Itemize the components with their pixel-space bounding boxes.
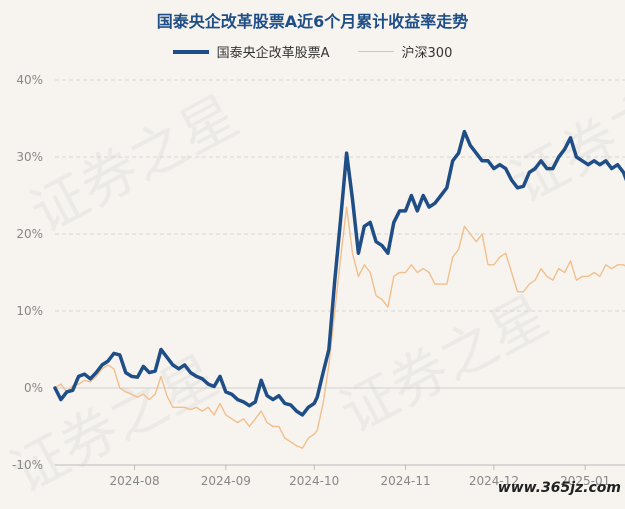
x-tick-label: 2024-09 (201, 474, 251, 488)
y-tick-label: 0% (24, 381, 43, 395)
x-tick-label: 2024-12 (469, 474, 519, 488)
legend-swatch-index (357, 50, 394, 53)
legend-item-fund[interactable]: 国泰央企改革股票A (172, 42, 330, 61)
y-tick-label: 10% (16, 304, 43, 318)
x-tick-label: 2025-01 (560, 474, 610, 488)
x-tick-label: 2024-10 (289, 474, 339, 488)
legend-item-index[interactable]: 沪深300 (357, 42, 453, 61)
chart-title: 国泰央企改革股票A近6个月累计收益率走势 (156, 12, 469, 31)
series-line-fund (53, 129, 625, 417)
y-tick-label: -10% (12, 458, 43, 472)
footer-watermark: www.365jz.com (497, 480, 621, 496)
legend-label-index: 沪深300 (401, 46, 453, 61)
x-tick-label: 2024-08 (109, 474, 159, 488)
y-tick-label: 30% (16, 150, 43, 164)
y-tick-label: 20% (16, 227, 43, 241)
legend-swatch-fund (172, 49, 209, 54)
legend: 国泰央企改革股票A 沪深300 (0, 42, 625, 61)
y-tick-label: 40% (16, 73, 43, 87)
x-tick-label: 2024-11 (380, 474, 430, 488)
legend-label-fund: 国泰央企改革股票A (216, 46, 330, 61)
series-line-index (54, 206, 625, 449)
